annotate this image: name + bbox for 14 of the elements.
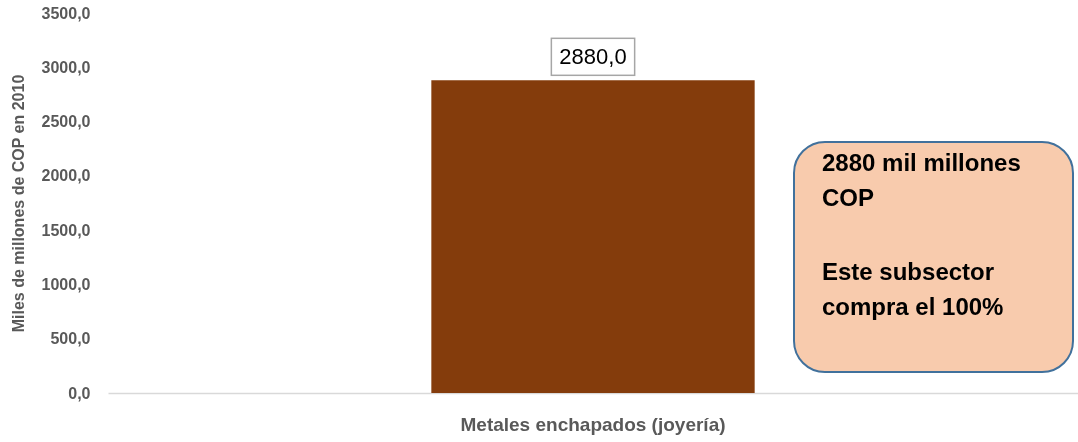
y-axis-title: Miles de millones de COP en 2010	[10, 74, 27, 333]
y-tick-label: 500,0	[50, 330, 91, 348]
callout-box: 2880 mil millones COP Este subsector compra el 100%	[793, 141, 1074, 373]
y-tick-label: 3000,0	[41, 58, 91, 76]
y-tick-label: 0,0	[68, 384, 91, 402]
y-tick-label: 1500,0	[41, 221, 91, 239]
annotation: 2880 mil millones COP	[822, 148, 1022, 213]
y-tick-label: 1000,0	[41, 275, 91, 293]
x-tick-label: Metales enchapados (joyería)	[460, 413, 726, 435]
y-tick-label: 2000,0	[41, 167, 91, 185]
annotation: Este subsector compra el 100%	[822, 257, 1005, 322]
y-tick-label: 3500,0	[41, 4, 91, 22]
data-label: 2880,0	[559, 44, 627, 70]
y-tick-label: 2500,0	[41, 113, 91, 131]
